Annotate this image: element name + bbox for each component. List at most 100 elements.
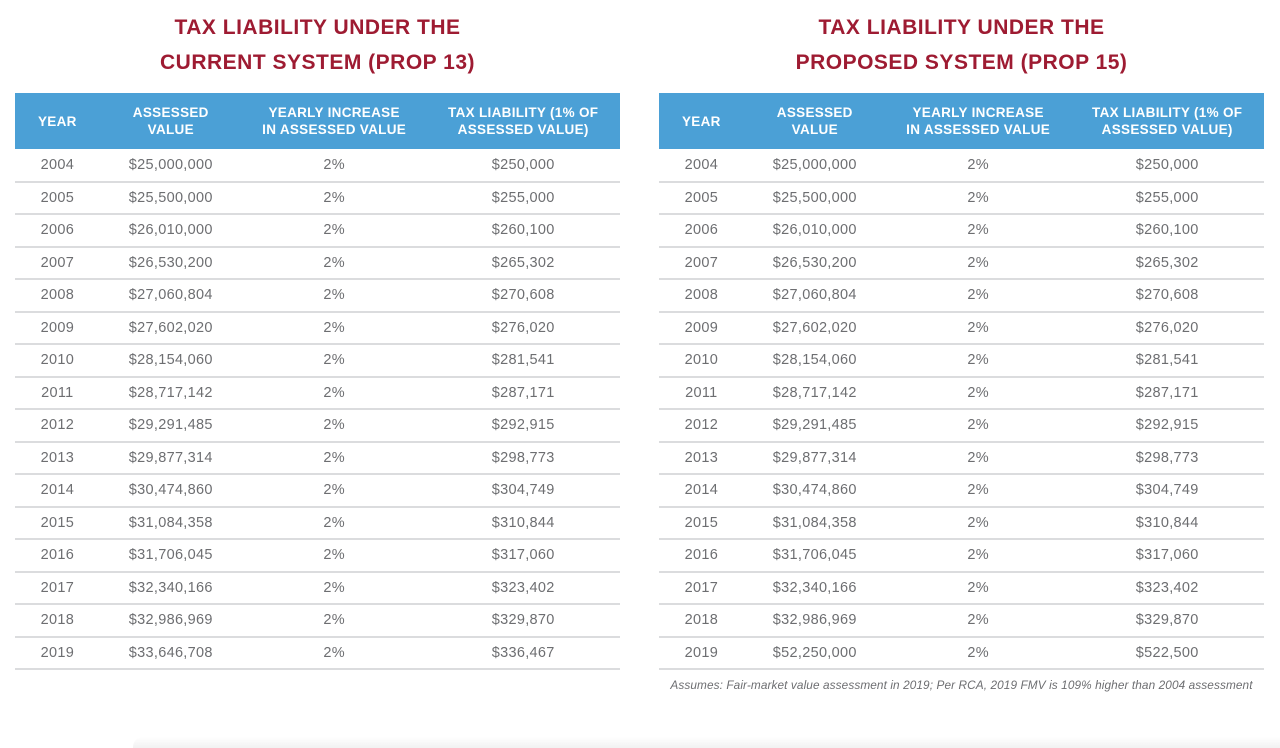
year-cell: 2014	[15, 474, 100, 508]
year-cell: 2018	[659, 604, 744, 638]
year-cell: 2005	[659, 181, 744, 215]
year-cell: 2008	[659, 279, 744, 313]
year-cell: 2004	[659, 149, 744, 183]
yearly-increase-cell: 2%	[885, 344, 1071, 378]
yearly-increase-cell: 2%	[885, 181, 1071, 215]
assessed-value-cell: $29,877,314	[743, 441, 886, 475]
yearly-increase-cell: 2%	[885, 604, 1071, 638]
year-cell: 2015	[659, 506, 744, 540]
column-header-assessed-value: ASSESSED VALUE	[743, 93, 886, 149]
assessed-value-cell: $33,646,708	[99, 636, 242, 670]
yearly-increase-cell: 2%	[885, 149, 1071, 183]
year-cell: 2010	[15, 344, 100, 378]
year-cell: 2010	[659, 344, 744, 378]
table-row: 2009 $27,602,020 2% $276,020	[659, 311, 1264, 345]
assessed-value-cell: $29,877,314	[99, 441, 242, 475]
table-row: 2015 $31,084,358 2% $310,844	[659, 506, 1264, 540]
column-header-year: YEAR	[659, 93, 744, 149]
table-row: 2011 $28,717,142 2% $287,171	[15, 376, 620, 410]
column-header-yearly-increase: YEARLY INCREASE IN ASSESSED VALUE	[885, 93, 1071, 149]
table-row: 2012 $29,291,485 2% $292,915	[659, 409, 1264, 443]
table-row: 2019 $33,646,708 2% $336,467	[15, 636, 620, 670]
yearly-increase-cell: 2%	[241, 539, 427, 573]
assessed-value-cell: $27,602,020	[99, 311, 242, 345]
tax-liability-cell: $281,541	[426, 344, 620, 378]
year-cell: 2012	[15, 409, 100, 443]
tax-liability-cell: $298,773	[426, 441, 620, 475]
table-row: 2016 $31,706,045 2% $317,060	[659, 539, 1264, 573]
assumptions-footnote: Assumes: Fair-market value assessment in…	[670, 678, 1253, 692]
year-cell: 2013	[15, 441, 100, 475]
table-header-row: YEAR ASSESSED VALUE YEARLY INCREASE IN A…	[15, 93, 620, 149]
table-row: 2017 $32,340,166 2% $323,402	[659, 571, 1264, 605]
yearly-increase-cell: 2%	[885, 539, 1071, 573]
yearly-increase-cell: 2%	[241, 279, 427, 313]
year-cell: 2019	[659, 636, 744, 670]
tax-liability-cell: $329,870	[426, 604, 620, 638]
tax-liability-cell: $255,000	[1070, 181, 1264, 215]
yearly-increase-cell: 2%	[885, 214, 1071, 248]
assessed-value-cell: $25,500,000	[99, 181, 242, 215]
yearly-increase-cell: 2%	[241, 344, 427, 378]
table-row: 2018 $32,986,969 2% $329,870	[15, 604, 620, 638]
prop15-tax-table: YEAR ASSESSED VALUE YEARLY INCREASE IN A…	[659, 93, 1264, 670]
yearly-increase-cell: 2%	[241, 604, 427, 638]
year-cell: 2015	[15, 506, 100, 540]
table-row: 2008 $27,060,804 2% $270,608	[659, 279, 1264, 313]
assessed-value-cell: $25,000,000	[743, 149, 886, 183]
assessed-value-cell: $26,010,000	[99, 214, 242, 248]
assessed-value-cell: $27,060,804	[99, 279, 242, 313]
assessed-value-cell: $28,154,060	[743, 344, 886, 378]
assessed-value-cell: $32,340,166	[99, 571, 242, 605]
yearly-increase-cell: 2%	[885, 376, 1071, 410]
table-row: 2013 $29,877,314 2% $298,773	[659, 441, 1264, 475]
yearly-increase-cell: 2%	[885, 441, 1071, 475]
yearly-increase-cell: 2%	[885, 311, 1071, 345]
yearly-increase-cell: 2%	[241, 409, 427, 443]
yearly-increase-cell: 2%	[241, 376, 427, 410]
yearly-increase-cell: 2%	[885, 409, 1071, 443]
tax-liability-cell: $250,000	[1070, 149, 1264, 183]
year-cell: 2006	[659, 214, 744, 248]
tax-liability-cell: $276,020	[1070, 311, 1264, 345]
year-cell: 2014	[659, 474, 744, 508]
column-header-tax-liability: TAX LIABILITY (1% OF ASSESSED VALUE)	[1070, 93, 1264, 149]
tax-liability-cell: $260,100	[1070, 214, 1264, 248]
prop15-table-section: TAX LIABILITY UNDER THE PROPOSED SYSTEM …	[659, 0, 1264, 692]
yearly-increase-cell: 2%	[241, 246, 427, 280]
table-row: 2005 $25,500,000 2% $255,000	[15, 181, 620, 215]
assessed-value-cell: $26,530,200	[99, 246, 242, 280]
table-row: 2005 $25,500,000 2% $255,000	[659, 181, 1264, 215]
assessed-value-cell: $32,340,166	[743, 571, 886, 605]
tax-liability-cell: $323,402	[1070, 571, 1264, 605]
table-row: 2010 $28,154,060 2% $281,541	[15, 344, 620, 378]
year-cell: 2007	[15, 246, 100, 280]
column-header-year: YEAR	[15, 93, 100, 149]
year-cell: 2005	[15, 181, 100, 215]
year-cell: 2011	[15, 376, 100, 410]
year-cell: 2016	[15, 539, 100, 573]
assessed-value-cell: $28,717,142	[99, 376, 242, 410]
tax-liability-cell: $292,915	[426, 409, 620, 443]
prop13-table-section: TAX LIABILITY UNDER THE CURRENT SYSTEM (…	[15, 0, 620, 670]
year-cell: 2017	[15, 571, 100, 605]
tax-liability-cell: $329,870	[1070, 604, 1264, 638]
assessed-value-cell: $27,602,020	[743, 311, 886, 345]
assessed-value-cell: $26,010,000	[743, 214, 886, 248]
assessed-value-cell: $27,060,804	[743, 279, 886, 313]
tax-liability-cell: $265,302	[426, 246, 620, 280]
assessed-value-cell: $28,154,060	[99, 344, 242, 378]
year-cell: 2008	[15, 279, 100, 313]
tax-liability-cell: $276,020	[426, 311, 620, 345]
tax-liability-cell: $323,402	[426, 571, 620, 605]
yearly-increase-cell: 2%	[241, 441, 427, 475]
tax-liability-cell: $270,608	[1070, 279, 1264, 313]
table-title-line2: CURRENT SYSTEM (PROP 13)	[160, 51, 475, 74]
table-row: 2004 $25,000,000 2% $250,000	[15, 149, 620, 183]
year-cell: 2004	[15, 149, 100, 183]
table-row: 2004 $25,000,000 2% $250,000	[659, 149, 1264, 183]
table-row: 2007 $26,530,200 2% $265,302	[659, 246, 1264, 280]
tax-liability-cell: $250,000	[426, 149, 620, 183]
prop13-tax-table: YEAR ASSESSED VALUE YEARLY INCREASE IN A…	[15, 93, 620, 670]
table-body: 2004 $25,000,000 2% $250,000 2005 $25,500,000…	[15, 149, 620, 670]
